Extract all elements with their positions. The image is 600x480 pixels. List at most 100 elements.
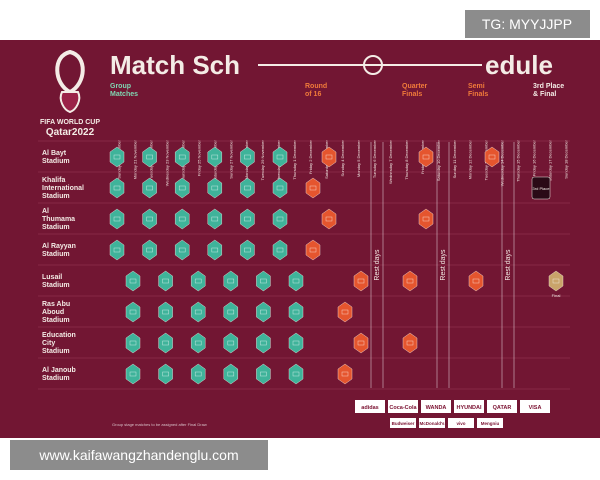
group-match-inner <box>162 309 169 315</box>
group-match <box>256 301 271 323</box>
date-label: Saturday 10 December <box>436 139 441 181</box>
sponsor: VISA <box>529 405 542 411</box>
group-match <box>256 270 271 292</box>
group-match <box>288 270 304 292</box>
round16-match <box>305 239 321 261</box>
group-match <box>109 146 125 168</box>
group-match <box>142 239 157 261</box>
final-label: Final <box>552 293 561 298</box>
date-label: Monday 21 November <box>132 139 137 179</box>
group-match <box>240 208 255 230</box>
group-match-inner <box>162 371 169 377</box>
stadium-name: Al Janoub <box>42 367 76 374</box>
quarter-final-match-inner <box>422 216 430 222</box>
group-match-inner <box>211 154 219 160</box>
group-match <box>109 177 125 199</box>
group-match <box>109 239 125 261</box>
stadium-name: Stadium <box>42 224 70 231</box>
date-label: Wednesday 23 November <box>164 139 169 186</box>
group-match-inner <box>162 340 169 346</box>
group-match-inner <box>260 278 267 284</box>
date-label: Sunday 27 November <box>228 139 233 178</box>
stadium-name: Al Rayyan <box>42 243 76 250</box>
group-match-inner <box>260 340 267 346</box>
stage-label: Group <box>110 83 131 90</box>
group-match-inner <box>178 154 186 160</box>
group-match <box>125 270 141 292</box>
date-label: Thursday 15 December <box>516 139 521 181</box>
round16-match <box>337 301 353 323</box>
sponsor-box <box>454 400 484 413</box>
sponsor: McDonald's <box>419 421 445 426</box>
title-end: edule <box>485 50 553 80</box>
quarter-final-match <box>402 270 418 292</box>
group-match-inner <box>227 278 235 284</box>
group-match-inner <box>178 247 186 253</box>
group-match <box>125 301 141 323</box>
round16-match-inner <box>309 185 317 191</box>
date-label: Wednesday 7 December <box>388 139 393 184</box>
date-label: Monday 5 December <box>356 139 361 177</box>
stadium-name: International <box>42 185 84 192</box>
sponsor-box <box>520 400 550 413</box>
semi-final-match-inner <box>472 278 480 284</box>
group-match <box>207 239 223 261</box>
group-match <box>158 270 173 292</box>
group-match <box>142 177 157 199</box>
title-ball <box>363 55 383 75</box>
group-match-inner <box>194 309 202 315</box>
stadium-name: Stadium <box>42 282 70 289</box>
group-match <box>256 363 271 385</box>
date-label: Tuesday 29 November <box>260 139 265 180</box>
group-match <box>272 177 288 199</box>
quarter-final-match <box>418 208 434 230</box>
stage-label: Finals <box>402 91 422 98</box>
stadium-name: City <box>42 340 55 347</box>
stage-label: of 16 <box>305 91 321 98</box>
group-match-inner <box>211 216 219 222</box>
date-label: Monday 12 December <box>468 139 473 179</box>
stage-label: Finals <box>468 91 488 98</box>
final-match <box>548 270 564 292</box>
watermark: TG: MYYJJPP <box>482 16 572 32</box>
group-match <box>190 301 206 323</box>
group-match <box>240 239 255 261</box>
group-match <box>190 270 206 292</box>
stadium-name: Aboud <box>42 309 64 316</box>
group-match-inner <box>194 340 202 346</box>
group-match-inner <box>146 216 153 222</box>
group-match <box>223 270 239 292</box>
group-match-inner <box>260 309 267 315</box>
sponsor: Budweiser <box>392 421 415 426</box>
group-match <box>288 363 304 385</box>
group-match <box>174 239 190 261</box>
group-match-inner <box>129 278 137 284</box>
stadium-name: Al <box>42 208 49 215</box>
stadium-name: Al Bayt <box>42 150 67 157</box>
quarter-final-match-inner <box>406 278 414 284</box>
logo: FIFA WORLD CUP Qatar2022 <box>40 49 100 138</box>
semi-final-match <box>484 146 500 168</box>
group-match <box>207 146 223 168</box>
round16-match-inner <box>357 278 365 284</box>
sponsor: HYUNDAI <box>456 405 482 411</box>
round16-match-inner <box>357 340 365 346</box>
group-match <box>174 146 190 168</box>
group-match-inner <box>260 371 267 377</box>
rest-days-label: Rest days <box>505 249 512 281</box>
sponsor-box <box>355 400 385 413</box>
round16-match-inner <box>325 216 333 222</box>
group-match-inner <box>244 216 251 222</box>
group-match <box>190 332 206 354</box>
sponsor-box <box>388 400 418 413</box>
date-label: Sunday 4 December <box>340 139 345 176</box>
semi-final-match-inner <box>488 154 496 160</box>
group-match <box>223 332 239 354</box>
round16-match <box>321 208 337 230</box>
group-match-inner <box>244 185 251 191</box>
group-match <box>142 146 157 168</box>
round16-match-inner <box>341 309 349 315</box>
title-start: Match Sch <box>110 50 240 80</box>
group-match-inner <box>292 371 300 377</box>
group-match <box>109 208 125 230</box>
